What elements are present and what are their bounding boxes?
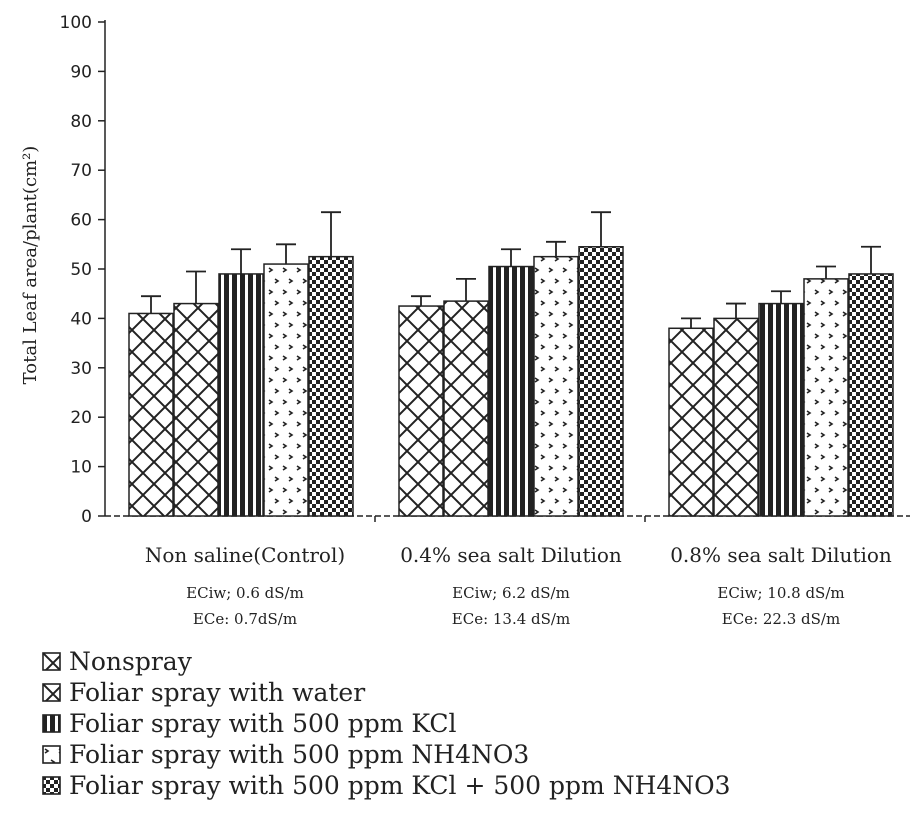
x-category-note: ECe: 0.7dS/m <box>193 610 297 628</box>
bar <box>398 305 444 517</box>
bar <box>533 255 579 517</box>
y-axis-ticks: 0 10 20 30 40 50 60 70 80 90 100 <box>60 13 105 527</box>
x-tick-label: 0.4% sea salt Dilution <box>400 543 622 567</box>
bars <box>128 246 894 517</box>
legend-label: Foliar spray with 500 ppm KCl <box>69 709 457 738</box>
y-tick-label: 10 <box>70 458 92 478</box>
bar <box>308 255 354 517</box>
leaf-area-bar-chart: Total Leaf area/plant(cm²) 0 10 20 30 40 50 60… <box>20 13 910 628</box>
x-tick-label: Non saline(Control) <box>145 543 345 567</box>
y-axis-label: Total Leaf area/plant(cm²) <box>20 146 41 385</box>
bar <box>848 273 894 517</box>
x-axis-labels: Non saline(Control) ECiw; 0.6 dS/m ECe: 0.… <box>145 543 892 628</box>
legend-label: Foliar spray with water <box>69 678 366 707</box>
legend: Nonspray Foliar spray with water Foliar sp… <box>42 646 731 801</box>
bar <box>578 246 624 517</box>
x-category-note: ECiw; 6.2 dS/m <box>452 584 570 602</box>
legend-label: Foliar spray with 500 ppm KCl + 500 ppm … <box>69 771 731 800</box>
y-tick-label: 90 <box>70 62 92 82</box>
x-tick-label: 0.8% sea salt Dilution <box>670 543 892 567</box>
legend-swatch <box>42 776 61 795</box>
bar <box>758 302 804 517</box>
y-tick-label: 20 <box>70 408 92 428</box>
legend-swatch-box <box>42 683 61 702</box>
bar <box>218 273 264 517</box>
legend-item: Foliar spray with 500 ppm KCl + 500 ppm … <box>42 770 731 801</box>
legend-swatch <box>42 745 61 764</box>
legend-swatch <box>42 683 61 702</box>
bar <box>128 312 174 517</box>
x-category-note: ECiw; 0.6 dS/m <box>186 584 304 602</box>
y-tick-label: 40 <box>70 309 92 329</box>
legend-item: Foliar spray with 500 ppm KCl <box>42 708 731 739</box>
bar <box>803 278 849 517</box>
legend-label: Nonspray <box>69 647 192 676</box>
legend-swatch-box <box>42 714 61 733</box>
legend-swatch <box>42 652 61 671</box>
legend-swatch-box <box>42 776 61 795</box>
bar <box>488 265 534 517</box>
x-category-note: ECe: 13.4 dS/m <box>452 610 570 628</box>
legend-swatch-box <box>42 652 61 671</box>
y-tick-label: 70 <box>70 161 92 181</box>
x-category-note: ECe: 22.3 dS/m <box>722 610 840 628</box>
bar <box>263 263 309 517</box>
x-category-note: ECiw; 10.8 dS/m <box>717 584 844 602</box>
y-tick-label: 60 <box>70 211 92 231</box>
bar <box>668 327 714 517</box>
legend-swatch <box>42 714 61 733</box>
bar <box>443 300 489 517</box>
y-tick-label: 50 <box>70 260 92 280</box>
legend-item: Nonspray <box>42 646 731 677</box>
legend-swatch-box <box>42 745 61 764</box>
legend-item: Foliar spray with 500 ppm NH4NO3 <box>42 739 731 770</box>
y-tick-label: 0 <box>81 507 92 527</box>
error-bars <box>141 211 881 329</box>
y-tick-label: 100 <box>60 13 92 33</box>
y-tick-label: 80 <box>70 112 92 132</box>
legend-label: Foliar spray with 500 ppm NH4NO3 <box>69 740 530 769</box>
bar <box>713 317 759 517</box>
y-tick-label: 30 <box>70 359 92 379</box>
legend-item: Foliar spray with water <box>42 677 731 708</box>
bar <box>173 302 219 517</box>
